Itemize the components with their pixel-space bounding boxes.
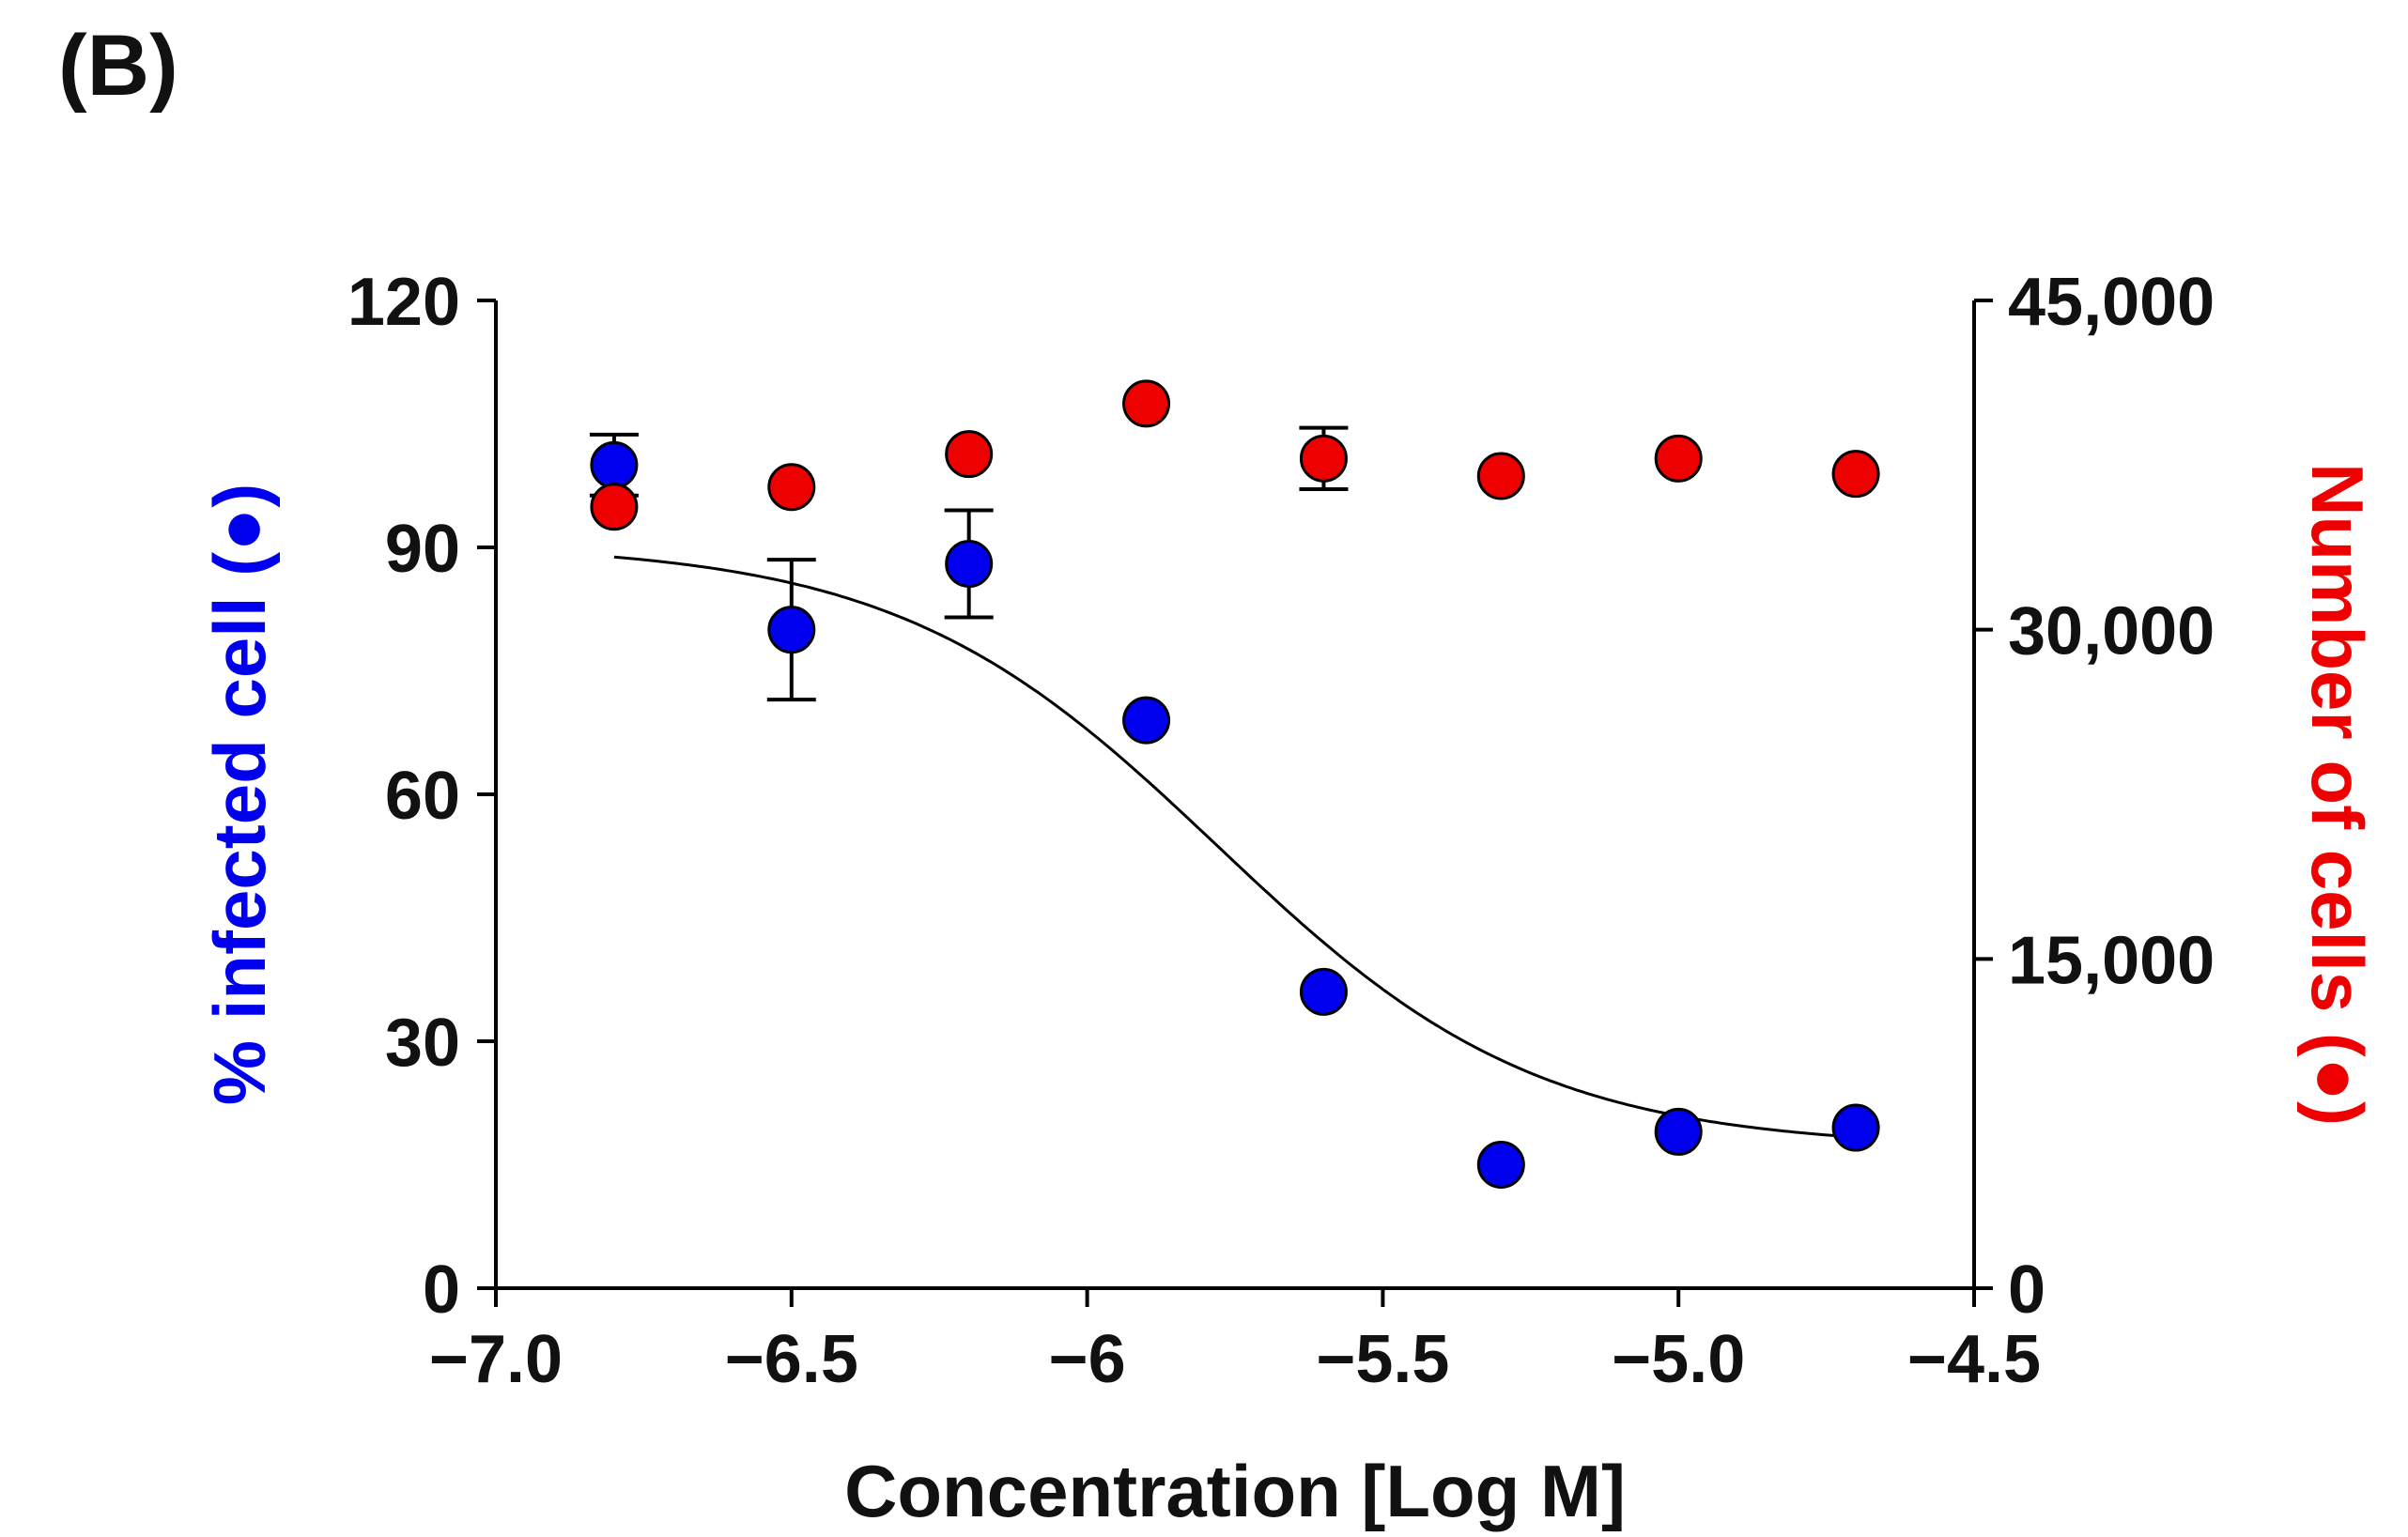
fit-curve [613, 555, 1857, 1139]
x-tick-label: −7.0 [429, 1322, 563, 1397]
cells-point [590, 483, 639, 531]
cells-point [1476, 452, 1525, 500]
infected-point [1122, 696, 1171, 745]
y-right-tick-label: 15,000 [2008, 923, 2215, 998]
x-tick-label: −6 [1049, 1322, 1126, 1397]
infected-point [945, 540, 994, 589]
cells-point [1654, 434, 1703, 483]
y-left-tick-label: 60 [385, 759, 460, 834]
axis-labels: −7.0 −6.5 −6 −5.5 −5.0 −4.50306090120015,0003… [198, 265, 2379, 1532]
infected-point [1654, 1107, 1703, 1156]
infected-point [1831, 1103, 1880, 1152]
infected-point [1299, 967, 1348, 1016]
y-right-tick-label: 45,000 [2008, 265, 2215, 340]
axes [477, 299, 1993, 1307]
fit-curve-group [613, 555, 1857, 1139]
panel-label: (B) [58, 18, 178, 114]
y-left-tick-label: 90 [385, 512, 460, 587]
x-tick-label: −6.5 [725, 1322, 858, 1397]
x-tick-label: −5.0 [1612, 1322, 1745, 1397]
y-left-tick-label: 30 [385, 1006, 460, 1081]
cells-point [945, 430, 994, 479]
infected-point [767, 606, 816, 654]
y-axis-left-title: % infected cell (●) [198, 484, 281, 1106]
y-right-tick-label: 0 [2008, 1253, 2045, 1328]
infected-point [1476, 1141, 1525, 1189]
y-axis-right-title: Number of cells (●) [2296, 463, 2379, 1126]
y-left-tick-label: 120 [347, 265, 460, 340]
cells-point [767, 463, 816, 512]
x-axis-title: Concentration [Log M] [844, 1450, 1626, 1532]
x-tick-label: −4.5 [1907, 1322, 2041, 1397]
y-left-tick-label: 0 [423, 1253, 460, 1328]
cells-point [1831, 450, 1880, 499]
infected-point [590, 440, 639, 489]
cells-point [1299, 434, 1348, 483]
y-right-tick-label: 30,000 [2008, 594, 2215, 669]
cells-point [1122, 379, 1171, 428]
x-tick-label: −5.5 [1316, 1322, 1449, 1397]
data-marks [589, 379, 1880, 1189]
